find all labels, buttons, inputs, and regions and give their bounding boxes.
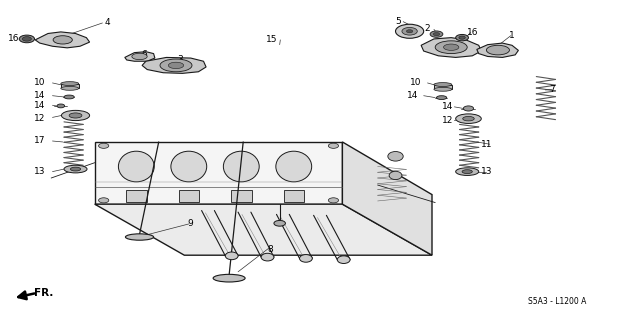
Ellipse shape [160, 59, 192, 72]
Ellipse shape [261, 253, 274, 261]
Ellipse shape [456, 34, 468, 41]
Ellipse shape [223, 151, 259, 182]
Ellipse shape [61, 82, 79, 85]
Ellipse shape [225, 252, 238, 260]
Ellipse shape [389, 171, 402, 180]
Ellipse shape [430, 31, 443, 37]
Polygon shape [477, 43, 518, 57]
Ellipse shape [99, 143, 109, 148]
Ellipse shape [274, 220, 285, 226]
Bar [284, 190, 304, 202]
Text: 14: 14 [407, 91, 419, 100]
Ellipse shape [61, 86, 79, 90]
Text: 17: 17 [34, 137, 45, 145]
Bar [179, 190, 199, 202]
Ellipse shape [435, 41, 467, 54]
Bar [126, 190, 147, 202]
Text: 14: 14 [34, 101, 45, 110]
Text: 13: 13 [34, 167, 45, 176]
Ellipse shape [70, 167, 81, 171]
Text: 8: 8 [268, 245, 273, 254]
Ellipse shape [486, 45, 509, 55]
Ellipse shape [463, 116, 474, 121]
Bar [61, 84, 79, 88]
Ellipse shape [64, 165, 87, 173]
Ellipse shape [433, 33, 440, 36]
Ellipse shape [459, 36, 465, 39]
Polygon shape [95, 142, 342, 204]
Text: FR.: FR. [34, 288, 53, 298]
Ellipse shape [22, 37, 31, 41]
Ellipse shape [132, 53, 147, 60]
Text: 1: 1 [509, 31, 515, 40]
Text: 16: 16 [8, 34, 20, 43]
Text: S5A3 - L1200 A: S5A3 - L1200 A [527, 297, 586, 306]
Polygon shape [142, 57, 206, 73]
Ellipse shape [118, 151, 154, 182]
Text: 12: 12 [442, 116, 454, 125]
Ellipse shape [69, 113, 82, 118]
Ellipse shape [57, 104, 65, 108]
Ellipse shape [456, 168, 479, 175]
Ellipse shape [99, 198, 109, 203]
Bar [231, 190, 252, 202]
Ellipse shape [436, 96, 447, 100]
Ellipse shape [434, 83, 452, 86]
Polygon shape [342, 142, 432, 255]
Text: 5: 5 [396, 17, 401, 26]
Ellipse shape [125, 234, 154, 240]
Ellipse shape [388, 152, 403, 161]
Ellipse shape [171, 151, 207, 182]
Ellipse shape [328, 198, 339, 203]
Ellipse shape [337, 256, 350, 263]
Text: 4: 4 [105, 18, 110, 27]
Ellipse shape [396, 24, 424, 38]
Bar [434, 85, 452, 89]
Text: 13: 13 [481, 167, 492, 176]
Polygon shape [125, 52, 155, 61]
Ellipse shape [300, 255, 312, 262]
Text: 10: 10 [410, 78, 422, 87]
Ellipse shape [462, 170, 472, 174]
Polygon shape [421, 38, 481, 57]
Polygon shape [35, 32, 90, 48]
Text: 15: 15 [266, 35, 278, 44]
Ellipse shape [168, 62, 184, 69]
Ellipse shape [276, 151, 312, 182]
Text: 14: 14 [442, 102, 454, 111]
Polygon shape [95, 204, 432, 255]
Ellipse shape [456, 114, 481, 123]
Text: 9: 9 [188, 219, 193, 228]
Ellipse shape [213, 274, 245, 282]
Ellipse shape [434, 87, 452, 91]
Ellipse shape [19, 35, 35, 43]
Ellipse shape [402, 27, 417, 35]
Ellipse shape [463, 106, 474, 111]
Text: 16: 16 [467, 28, 478, 37]
Text: 12: 12 [34, 114, 45, 122]
Text: 6: 6 [141, 50, 147, 59]
Ellipse shape [406, 30, 413, 33]
Ellipse shape [328, 143, 339, 148]
Text: 2: 2 [425, 24, 430, 33]
Ellipse shape [61, 110, 90, 121]
Text: 11: 11 [481, 140, 492, 149]
Text: 7: 7 [549, 85, 554, 94]
Ellipse shape [53, 36, 72, 44]
Ellipse shape [64, 95, 74, 99]
Text: 3: 3 [178, 55, 183, 63]
Text: 14: 14 [34, 91, 45, 100]
Ellipse shape [444, 44, 459, 50]
Text: 10: 10 [34, 78, 45, 87]
